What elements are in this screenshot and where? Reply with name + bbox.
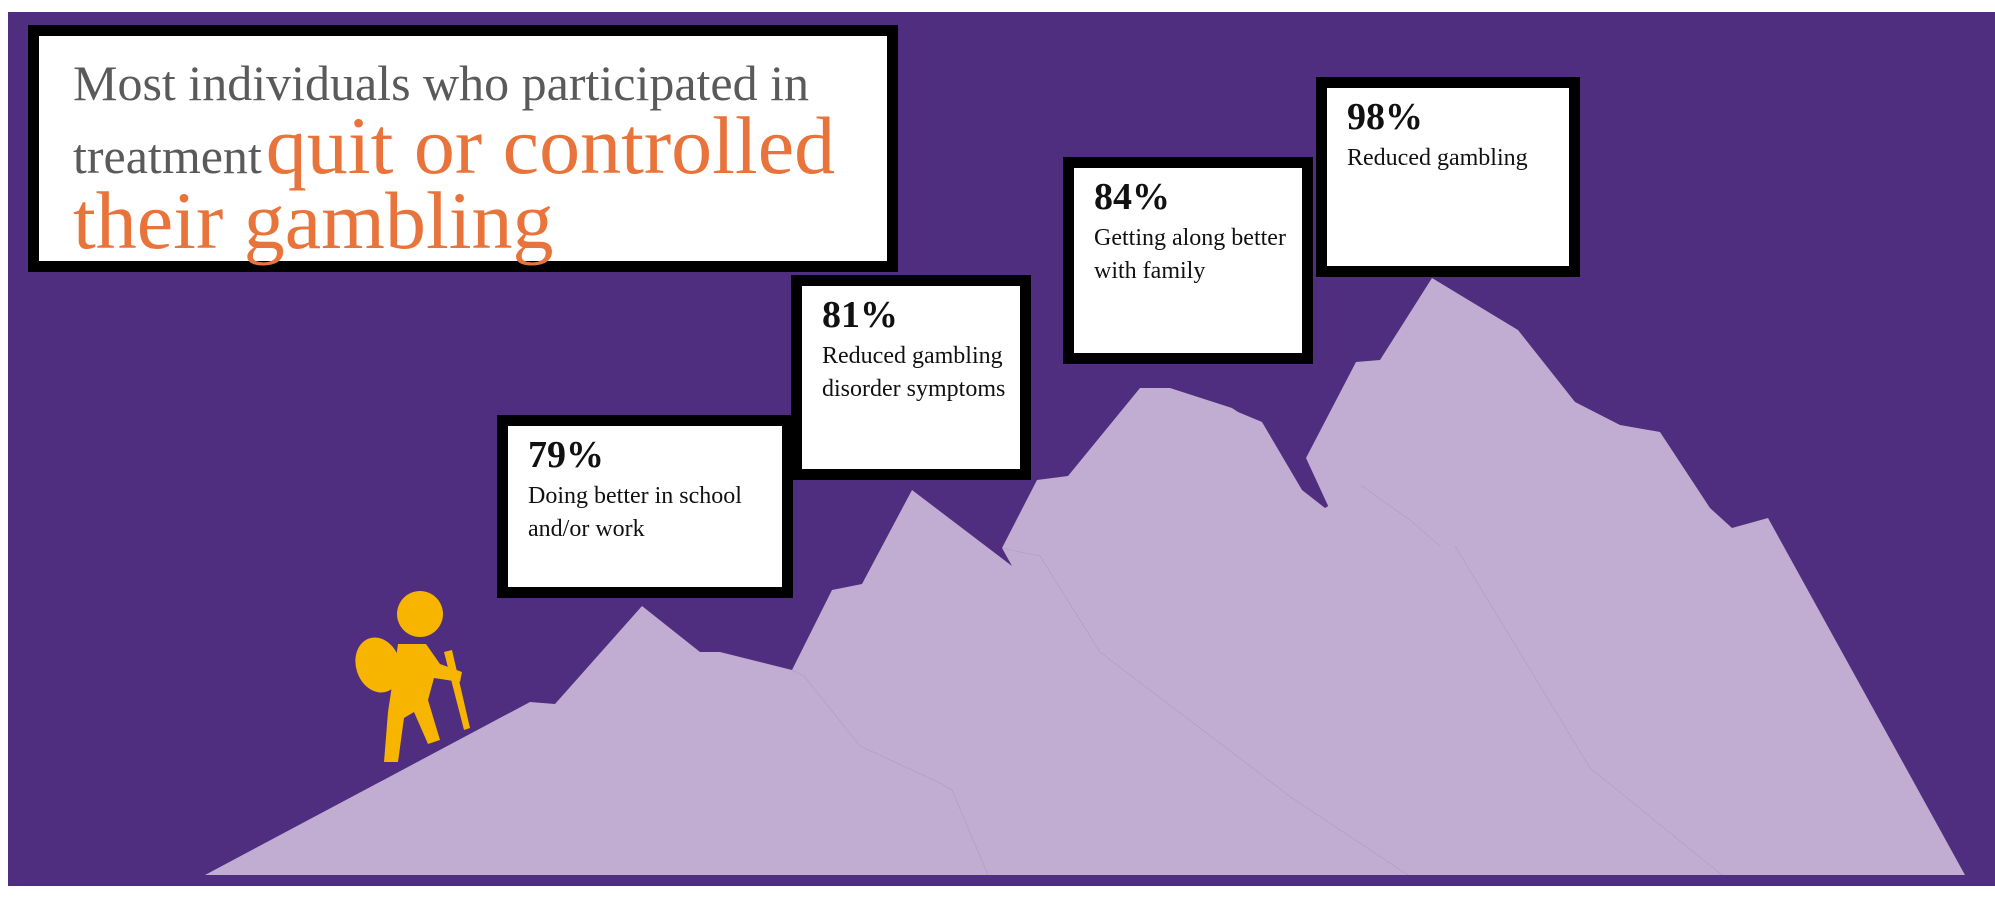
stat-box-disorder-symptoms: 81% Reduced gambling disorder symptoms bbox=[791, 275, 1031, 480]
headline-box: Most individuals who participated in tre… bbox=[28, 25, 898, 272]
stat-box-reduced-gambling: 98% Reduced gambling bbox=[1316, 77, 1580, 277]
stat-percent: 84% bbox=[1094, 176, 1170, 218]
stat-box-school-work: 79% Doing better in school and/or work bbox=[497, 415, 793, 598]
mountain-peak-1 bbox=[205, 606, 988, 875]
stat-label: Doing better in school and/or work bbox=[528, 482, 742, 542]
headline-accent: quit or controlled their gambling bbox=[73, 100, 836, 267]
headline-lead-line2: treatment bbox=[73, 128, 262, 184]
mountain-peak-3 bbox=[1002, 388, 1722, 875]
mountain-peak-2 bbox=[792, 490, 1408, 875]
stat-label: Reduced gambling disorder symptoms bbox=[822, 342, 1006, 402]
mountain-peak-4 bbox=[1306, 278, 1965, 875]
stat-percent: 81% bbox=[822, 294, 898, 336]
headline-lead-line1: Most individuals who participated in bbox=[73, 55, 810, 111]
stat-percent: 79% bbox=[528, 434, 604, 476]
stat-label: Reduced gambling bbox=[1347, 144, 1528, 171]
stat-percent: 98% bbox=[1347, 96, 1423, 138]
hiker-icon bbox=[355, 591, 470, 762]
stat-label: Getting along better with family bbox=[1094, 224, 1286, 284]
stat-box-family: 84% Getting along better with family bbox=[1063, 157, 1313, 364]
bottom-margin bbox=[0, 886, 1995, 898]
